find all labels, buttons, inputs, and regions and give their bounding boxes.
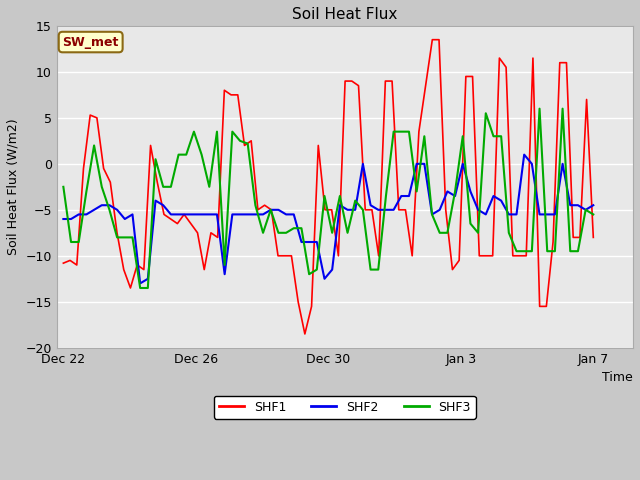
Y-axis label: Soil Heat Flux (W/m2): Soil Heat Flux (W/m2): [7, 119, 20, 255]
Title: Soil Heat Flux: Soil Heat Flux: [292, 7, 397, 22]
X-axis label: Time: Time: [602, 371, 633, 384]
Legend: SHF1, SHF2, SHF3: SHF1, SHF2, SHF3: [214, 396, 476, 419]
Text: SW_met: SW_met: [63, 36, 119, 48]
